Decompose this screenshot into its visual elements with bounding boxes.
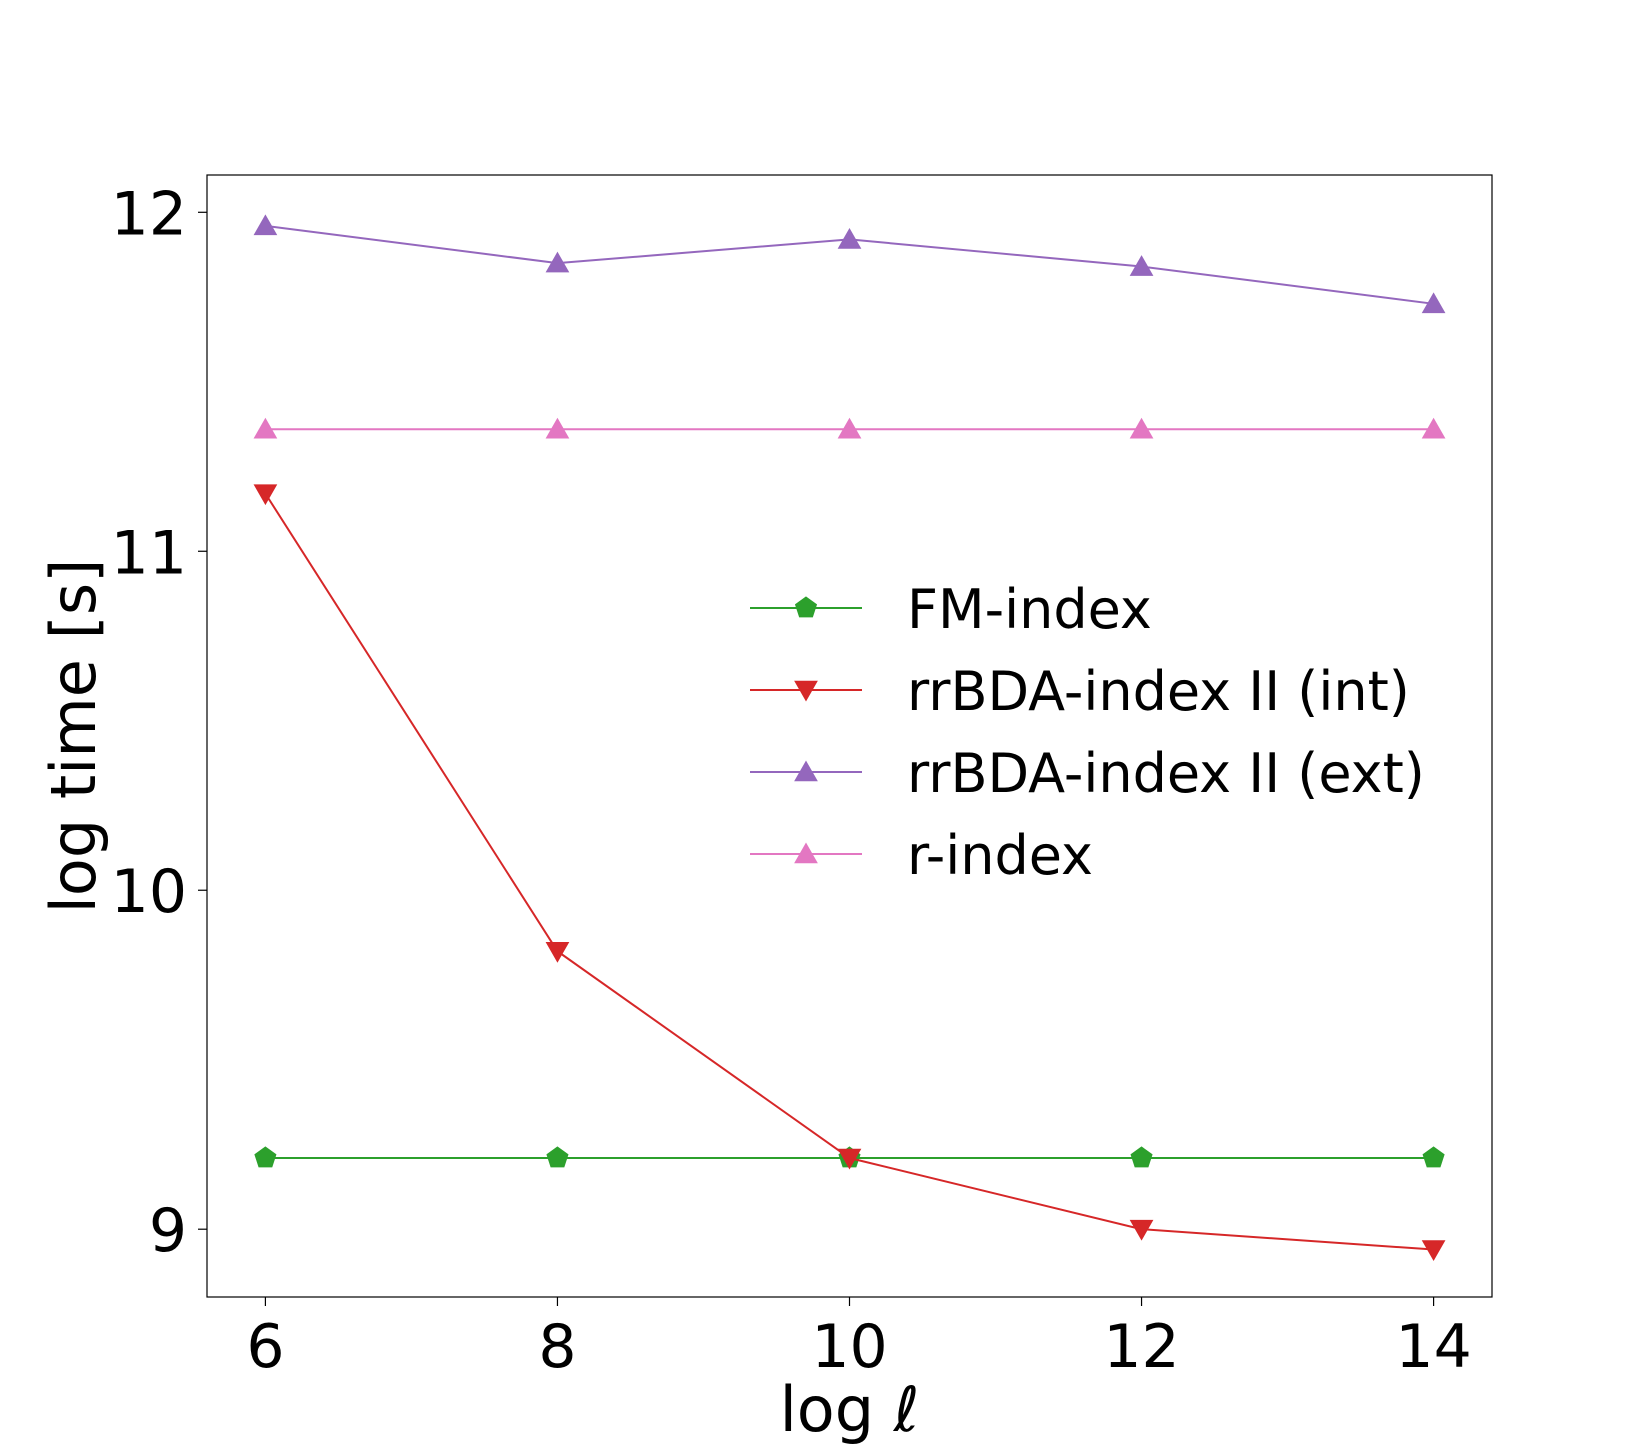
plot-frame	[206, 174, 1493, 1298]
y-tick-label: 11	[111, 518, 187, 588]
series-layer	[253, 214, 1446, 1262]
data-point	[253, 417, 278, 439]
data-point	[254, 1146, 277, 1168]
x-tick-label: 8	[538, 1312, 576, 1382]
y-tick-label: 12	[111, 179, 187, 249]
y-tick-label: 10	[111, 857, 187, 927]
x-tick-label: 6	[246, 1312, 284, 1382]
legend-label: rrBDA-index II (int)	[907, 660, 1410, 723]
data-point	[1422, 1146, 1445, 1168]
data-point	[545, 417, 570, 439]
plot-area	[206, 174, 1493, 1298]
x-tick-label: 12	[1103, 1312, 1179, 1382]
data-point	[1421, 292, 1446, 314]
data-point	[1129, 255, 1154, 276]
x-tick-label: 14	[1395, 1312, 1471, 1382]
legend-label: rrBDA-index II (ext)	[907, 742, 1425, 805]
legend-marker	[794, 596, 818, 618]
data-point	[1421, 1240, 1446, 1262]
legend-item: r-index	[750, 824, 1093, 887]
data-point	[1421, 417, 1446, 439]
legend-marker	[794, 680, 818, 702]
legend-item: rrBDA-index II (ext)	[750, 742, 1425, 805]
legend-marker	[794, 760, 818, 782]
data-point	[837, 1148, 862, 1170]
x-axis: 6 8 10 12 14	[246, 1297, 1472, 1382]
legend-marker	[794, 842, 818, 864]
data-point	[1129, 417, 1154, 439]
data-point	[837, 417, 862, 439]
x-tick-label: 10	[811, 1312, 887, 1382]
legend-item: rrBDA-index II (int)	[750, 660, 1410, 723]
y-tick-label: 9	[149, 1196, 187, 1266]
data-point	[837, 227, 862, 249]
series-1	[253, 484, 1446, 1262]
data-point	[253, 214, 278, 236]
legend: FM-index rrBDA-index II (int) rrBDA-index …	[750, 578, 1425, 887]
data-point	[545, 251, 570, 273]
data-point	[253, 484, 278, 506]
series-3	[253, 417, 1446, 439]
legend-item: FM-index	[750, 578, 1152, 641]
y-axis-label: log time [s]	[37, 559, 110, 914]
data-point	[546, 1146, 569, 1168]
data-point	[1130, 1146, 1153, 1168]
series-2	[253, 214, 1446, 314]
legend-label: r-index	[907, 824, 1093, 887]
legend-label: FM-index	[907, 578, 1152, 641]
x-axis-label: log ℓ	[780, 1373, 920, 1446]
data-point	[1129, 1219, 1154, 1241]
data-point	[545, 941, 570, 963]
y-axis: 9 10 11 12	[111, 179, 207, 1266]
